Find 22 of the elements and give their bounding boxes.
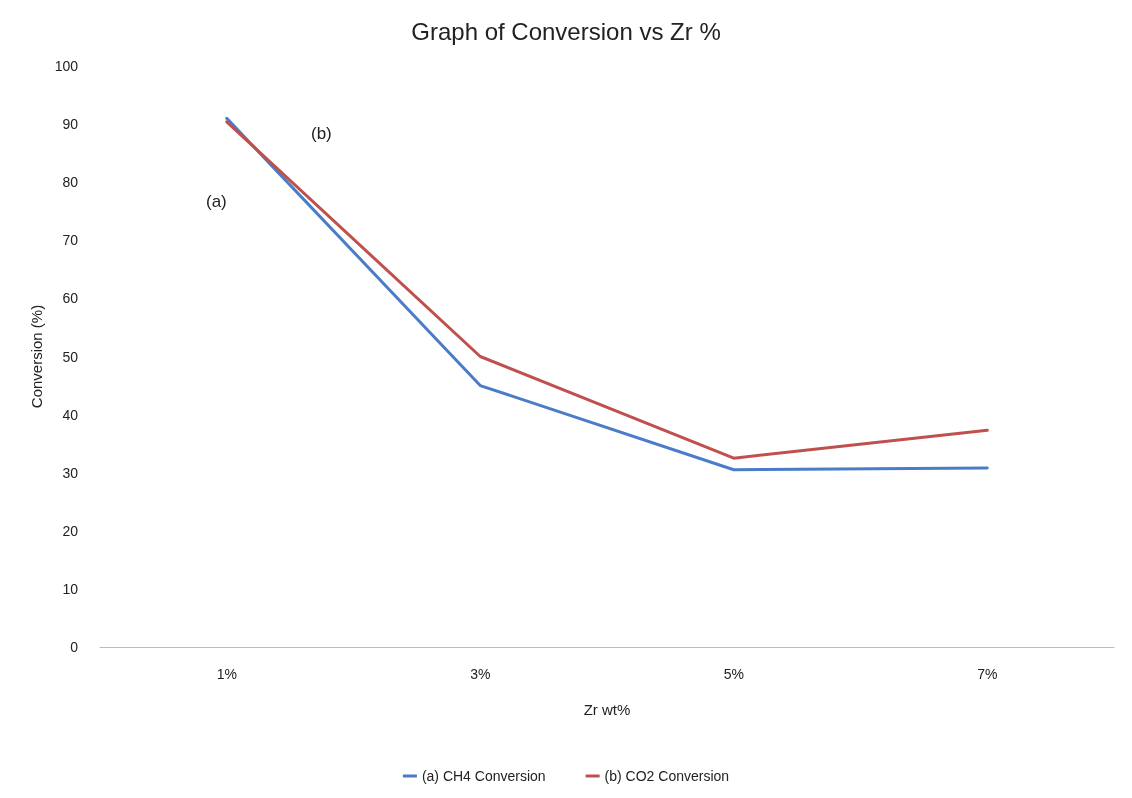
y-tick-label: 80	[62, 174, 79, 191]
y-tick-label: 0	[70, 639, 79, 655]
legend-label: (b) CO2 Conversion	[604, 768, 730, 784]
y-axis-title: Conversion (%)	[27, 304, 45, 409]
y-tick-label: 50	[62, 348, 79, 365]
legend-label: (a) CH4 Conversion	[421, 768, 546, 784]
y-tick-label: 90	[62, 116, 79, 133]
y-tick-label: 100	[54, 58, 79, 74]
y-tick-label: 30	[62, 464, 79, 481]
y-tick-label: 70	[62, 232, 79, 249]
chart-title: Graph of Conversion vs Zr %	[411, 17, 721, 45]
y-tick-label: 10	[62, 580, 79, 597]
annotation: (b)	[311, 124, 332, 143]
x-tick-label: 1%	[216, 666, 237, 682]
x-tick-label: 7%	[977, 666, 998, 682]
y-tick-label: 20	[62, 522, 79, 539]
annotation: (a)	[206, 192, 227, 211]
x-axis-title: Zr wt%	[583, 701, 631, 718]
y-tick-label: 40	[62, 406, 79, 423]
x-tick-label: 5%	[723, 666, 744, 682]
y-tick-label: 60	[62, 290, 79, 307]
x-tick-label: 3%	[470, 666, 491, 682]
